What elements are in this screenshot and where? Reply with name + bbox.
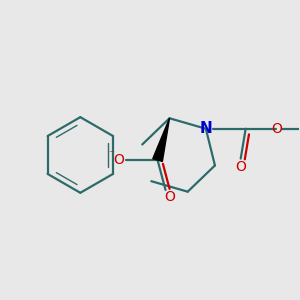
- Text: O: O: [164, 190, 175, 204]
- Text: N: N: [200, 121, 212, 136]
- Text: ⁻: ⁻: [108, 149, 114, 159]
- Polygon shape: [153, 118, 169, 161]
- Text: O: O: [235, 160, 246, 174]
- Text: O: O: [113, 153, 124, 167]
- Text: O: O: [271, 122, 282, 136]
